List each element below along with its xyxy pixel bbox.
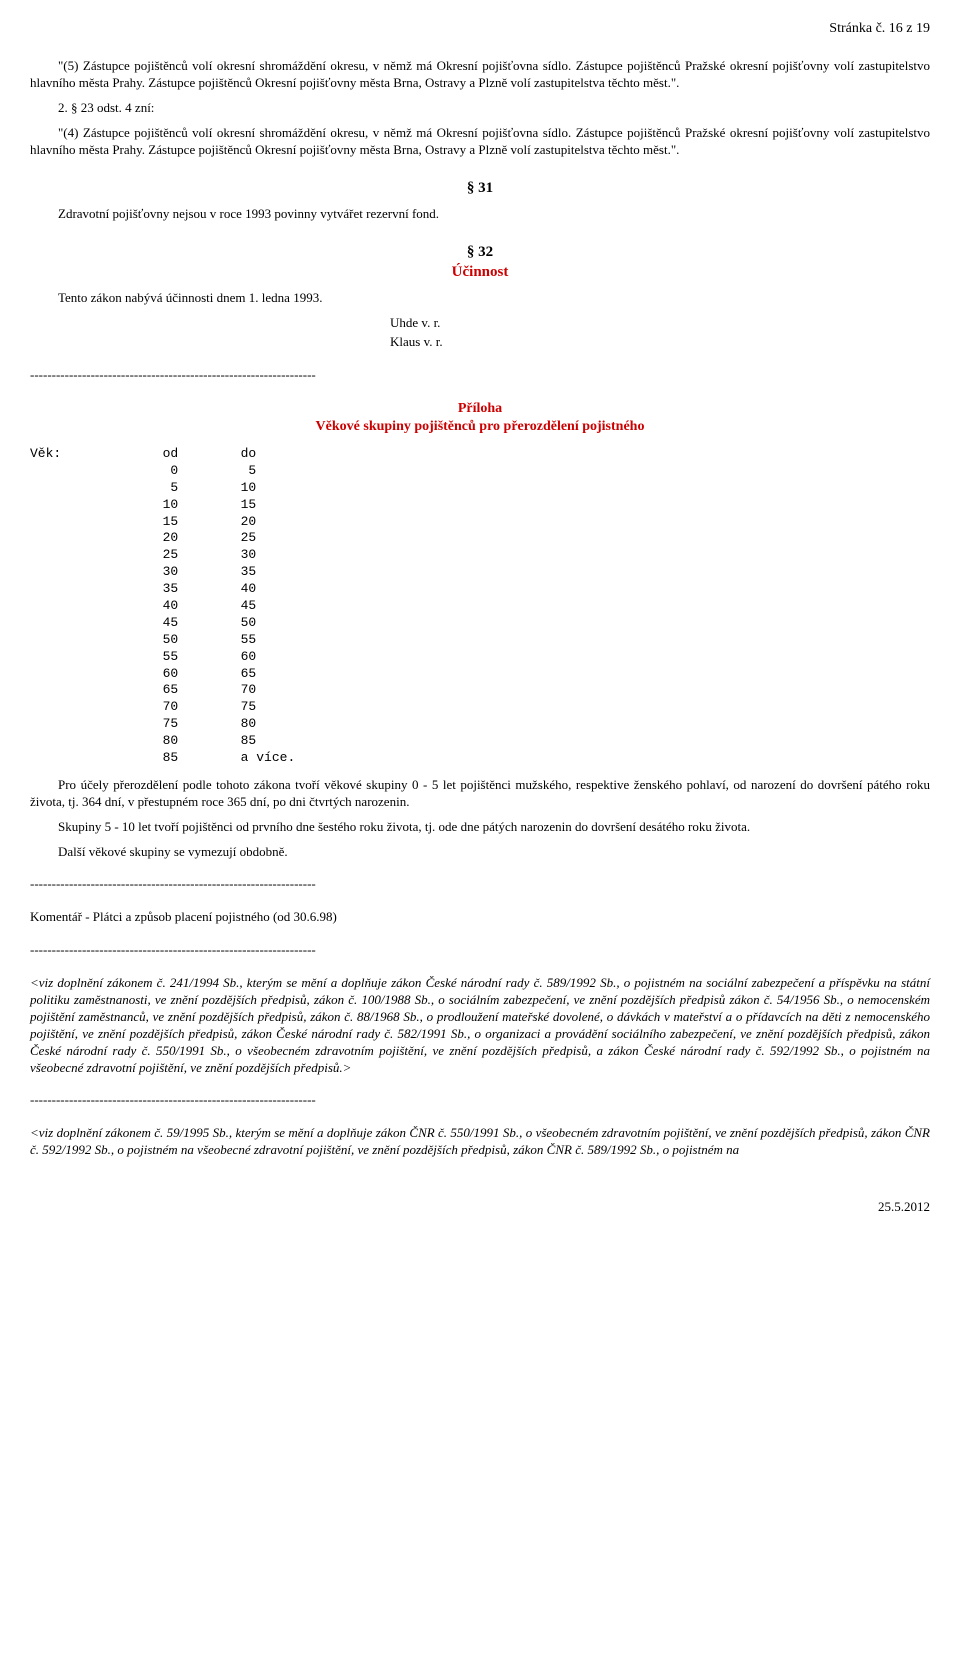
section-32-number: § 32: [30, 243, 930, 263]
paragraph-5: "(5) Zástupce pojištěnců volí okresní sh…: [30, 58, 930, 92]
divider-4: ----------------------------------------…: [30, 1092, 930, 1109]
section-32-text: Tento zákon nabývá účinnosti dnem 1. led…: [30, 290, 930, 307]
divider-1: ----------------------------------------…: [30, 367, 930, 384]
divider-3: ----------------------------------------…: [30, 942, 930, 959]
appendix-paragraph-1: Pro účely přerozdělení podle tohoto záko…: [30, 777, 930, 811]
paragraph-amend-intro: 2. § 23 odst. 4 zní:: [30, 100, 930, 117]
age-groups-table: Věk: od do 0 5 5 10 10 15 15 20 20 25 25: [30, 446, 930, 767]
note-2: <viz doplnění zákonem č. 59/1995 Sb., kt…: [30, 1125, 930, 1159]
note-1: <viz doplnění zákonem č. 241/1994 Sb., k…: [30, 975, 930, 1076]
divider-2: ----------------------------------------…: [30, 876, 930, 893]
signature-2: Klaus v. r.: [390, 334, 930, 351]
section-31-text: Zdravotní pojišťovny nejsou v roce 1993 …: [30, 206, 930, 223]
comment-line: Komentář - Plátci a způsob placení pojis…: [30, 909, 930, 926]
appendix-title-1: Příloha: [30, 400, 930, 418]
section-32-title: Účinnost: [30, 263, 930, 283]
footer-date: 25.5.2012: [30, 1199, 930, 1216]
appendix-paragraph-2: Skupiny 5 - 10 let tvoří pojištěnci od p…: [30, 819, 930, 836]
section-31-number: § 31: [30, 179, 930, 199]
appendix-title-2: Věkové skupiny pojištěnců pro přerozděle…: [30, 418, 930, 436]
signature-1: Uhde v. r.: [390, 315, 930, 332]
page-number: Stránka č. 16 z 19: [30, 20, 930, 38]
appendix-paragraph-3: Další věkové skupiny se vymezují obdobně…: [30, 844, 930, 861]
paragraph-4: "(4) Zástupce pojištěnců volí okresní sh…: [30, 125, 930, 159]
